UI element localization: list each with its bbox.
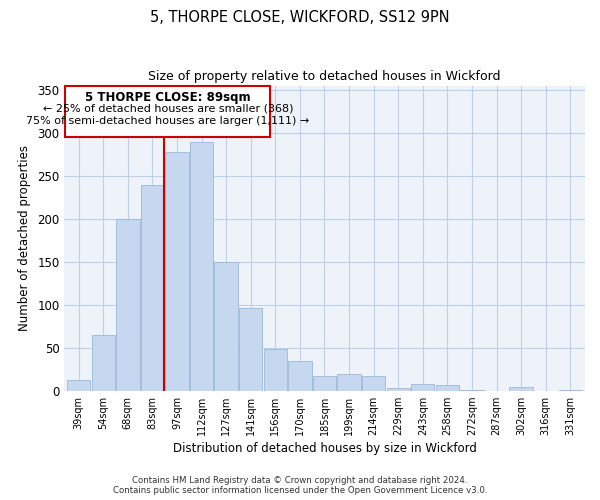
Bar <box>65 86 271 137</box>
Text: 5, THORPE CLOSE, WICKFORD, SS12 9PN: 5, THORPE CLOSE, WICKFORD, SS12 9PN <box>150 10 450 25</box>
Bar <box>92 336 115 392</box>
Text: ← 25% of detached houses are smaller (368): ← 25% of detached houses are smaller (36… <box>43 104 293 114</box>
Bar <box>239 308 262 392</box>
Text: Contains HM Land Registry data © Crown copyright and database right 2024.
Contai: Contains HM Land Registry data © Crown c… <box>113 476 487 495</box>
Bar <box>313 376 336 392</box>
Bar <box>166 152 188 392</box>
Bar <box>436 386 459 392</box>
Bar <box>362 376 385 392</box>
Bar <box>337 374 361 392</box>
Text: 75% of semi-detached houses are larger (1,111) →: 75% of semi-detached houses are larger (… <box>26 116 310 126</box>
Text: 5 THORPE CLOSE: 89sqm: 5 THORPE CLOSE: 89sqm <box>85 90 251 104</box>
Bar <box>190 142 213 392</box>
Bar <box>386 388 410 392</box>
Bar <box>411 384 434 392</box>
Bar <box>559 390 582 392</box>
Title: Size of property relative to detached houses in Wickford: Size of property relative to detached ho… <box>148 70 501 83</box>
Bar <box>509 387 533 392</box>
Bar <box>460 390 484 392</box>
Bar <box>288 361 311 392</box>
Bar <box>214 262 238 392</box>
Y-axis label: Number of detached properties: Number of detached properties <box>17 146 31 332</box>
Bar <box>263 349 287 392</box>
X-axis label: Distribution of detached houses by size in Wickford: Distribution of detached houses by size … <box>173 442 476 455</box>
Bar <box>116 219 140 392</box>
Bar <box>67 380 91 392</box>
Bar <box>141 186 164 392</box>
